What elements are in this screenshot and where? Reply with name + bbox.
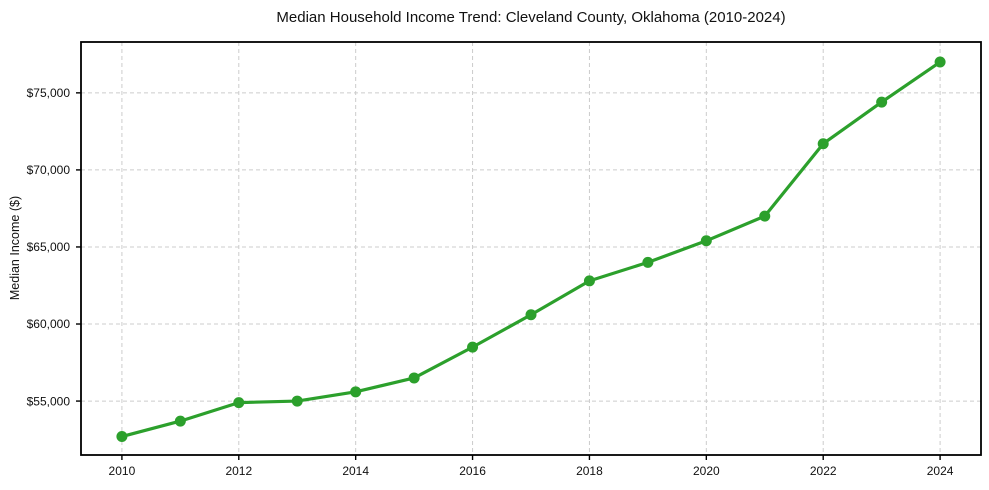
data-point xyxy=(700,235,712,247)
data-point xyxy=(233,397,245,409)
x-tick-label: 2022 xyxy=(810,464,837,478)
y-tick-label: $65,000 xyxy=(27,240,71,254)
plot-frame xyxy=(80,41,982,456)
y-tick-label: $70,000 xyxy=(27,163,71,177)
data-point xyxy=(934,56,946,68)
data-point xyxy=(408,372,420,384)
chart-title: Median Household Income Trend: Cleveland… xyxy=(276,9,786,26)
x-tick-label: 2018 xyxy=(576,464,603,478)
data-point xyxy=(467,341,479,353)
data-line xyxy=(120,60,942,439)
data-point xyxy=(350,386,362,398)
x-tick-label: 2024 xyxy=(927,464,954,478)
data-point xyxy=(116,431,128,443)
y-tick-label: $75,000 xyxy=(27,86,71,100)
data-point xyxy=(291,395,303,407)
data-point xyxy=(759,210,771,222)
x-tick-label: 2012 xyxy=(225,464,252,478)
y-tick-label: $60,000 xyxy=(27,317,71,331)
data-point xyxy=(642,256,654,268)
x-tick-label: 2020 xyxy=(693,464,720,478)
x-tick-label: 2014 xyxy=(342,464,369,478)
data-point xyxy=(525,309,537,321)
y-tick-label: $55,000 xyxy=(27,394,71,408)
data-point xyxy=(817,138,829,150)
data-point xyxy=(876,96,888,108)
data-point xyxy=(174,415,186,427)
x-tick-label: 2016 xyxy=(459,464,486,478)
data-point xyxy=(583,275,595,287)
x-tick-label: 2010 xyxy=(109,464,136,478)
